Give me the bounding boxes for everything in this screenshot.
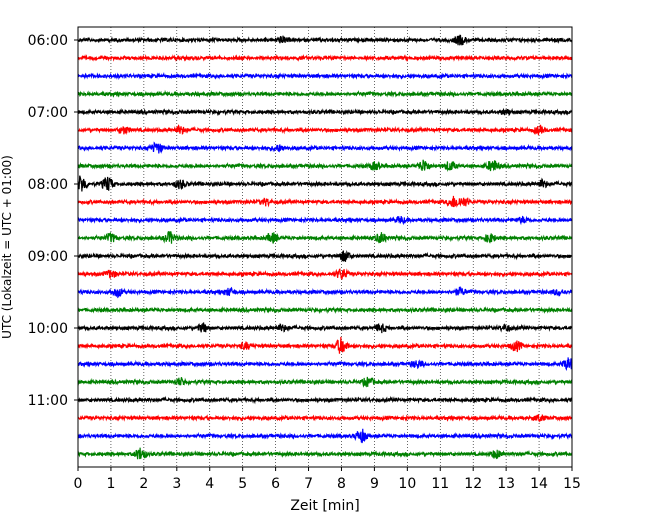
seismogram-trace [77,215,573,226]
x-axis-ticks: 0 1 2 3 4 5 6 7 8 9 10 11 12 13 14 15 [74,467,581,492]
seismogram-trace [77,195,573,208]
y-tick-label: 11:00 [28,393,68,409]
y-tick-label: 08:00 [28,177,68,193]
x-tick-label: 2 [139,476,148,492]
y-axis-label: UTC (Lokalzeit = UTC + 01:00) [0,155,14,339]
seismogram-trace [77,141,573,154]
seismogram-trace [77,159,573,172]
seismogram-trace [77,305,573,315]
seismogram-trace [77,376,573,388]
seismogram-trace [77,447,573,460]
seismogram-trace [77,124,573,136]
seismogram-trace [77,231,573,244]
x-tick-label: 9 [370,476,379,492]
x-tick-label: 7 [304,476,313,492]
seismogram-trace [77,72,573,80]
y-tick-label: 06:00 [28,33,68,49]
seismogram-trace [77,89,573,98]
x-tick-label: 8 [337,476,346,492]
seismogram-trace [77,428,573,444]
seismogram-trace [77,107,573,117]
y-tick-label: 09:00 [28,249,68,265]
x-tick-label: 0 [74,476,83,492]
x-tick-label: 4 [205,476,214,492]
x-tick-label: 6 [271,476,280,492]
x-tick-label: 1 [106,476,115,492]
x-tick-label: 5 [238,476,247,492]
seismogram-trace [77,322,573,334]
seismogram-trace [77,175,573,192]
seismogram-trace [77,413,573,423]
grid-lines [110,27,540,467]
x-tick-label: 15 [563,476,581,492]
seismogram-trace [77,250,573,262]
x-tick-label: 14 [530,476,548,492]
x-tick-label: 11 [431,476,449,492]
seismogram-trace [77,336,573,354]
y-axis-ticks: 06:00 07:00 08:00 09:00 10:00 11:00 [28,33,78,409]
plot-frame [77,26,573,468]
y-tick-label: 07:00 [28,105,68,121]
x-tick-label: 10 [398,476,416,492]
x-tick-label: 12 [464,476,482,492]
x-tick-label: 13 [497,476,515,492]
seismogram-trace [77,395,573,405]
seismogram-trace [77,357,573,371]
seismogram-trace [77,54,573,62]
x-tick-label: 3 [172,476,181,492]
y-tick-label: 10:00 [28,321,68,337]
seismogram-trace [77,34,573,46]
seismogram-trace [77,286,573,299]
seismogram-traces [77,34,573,460]
seismogram-trace [77,268,573,280]
x-axis-label: Zeit [min] [290,498,359,514]
